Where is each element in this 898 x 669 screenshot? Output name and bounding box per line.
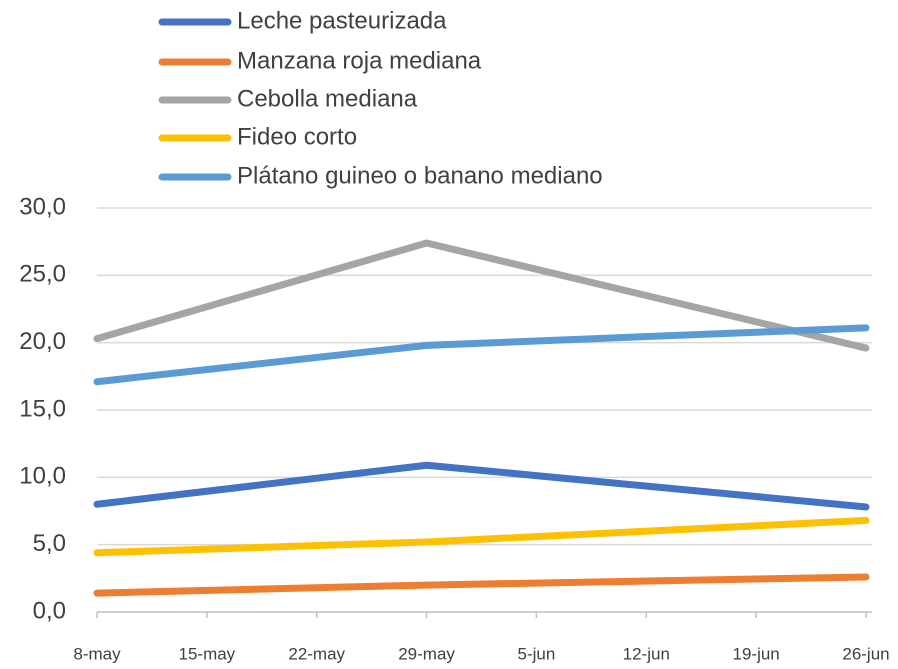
y-tick-label: 20,0 xyxy=(19,328,66,355)
legend-label: Leche pasteurizada xyxy=(237,7,447,34)
x-tick-label: 22-may xyxy=(288,644,345,663)
x-tick-label: 29-may xyxy=(398,644,455,663)
y-tick-label: 15,0 xyxy=(19,395,66,422)
y-tick-label: 10,0 xyxy=(19,463,66,490)
y-tick-label: 25,0 xyxy=(19,261,66,288)
series-line xyxy=(93,239,870,352)
y-tick-label: 0,0 xyxy=(33,597,66,624)
legend-label: Manzana roja mediana xyxy=(237,47,482,74)
x-tick-label: 5-jun xyxy=(518,644,556,663)
series-line xyxy=(93,573,870,597)
series-line xyxy=(93,461,870,511)
legend-label: Plátano guineo o banano mediano xyxy=(237,162,603,189)
x-tick-label: 8-may xyxy=(73,644,121,663)
series-line xyxy=(93,516,870,557)
series-line xyxy=(93,324,870,386)
y-tick-label: 30,0 xyxy=(19,193,66,220)
x-tick-label: 15-may xyxy=(179,644,236,663)
x-tick-label: 26-jun xyxy=(842,644,889,663)
y-tick-label: 5,0 xyxy=(33,530,66,557)
legend-label: Fideo corto xyxy=(237,123,357,150)
legend-label: Cebolla mediana xyxy=(237,85,418,112)
x-tick-label: 19-jun xyxy=(733,644,780,663)
x-tick-label: 12-jun xyxy=(623,644,670,663)
